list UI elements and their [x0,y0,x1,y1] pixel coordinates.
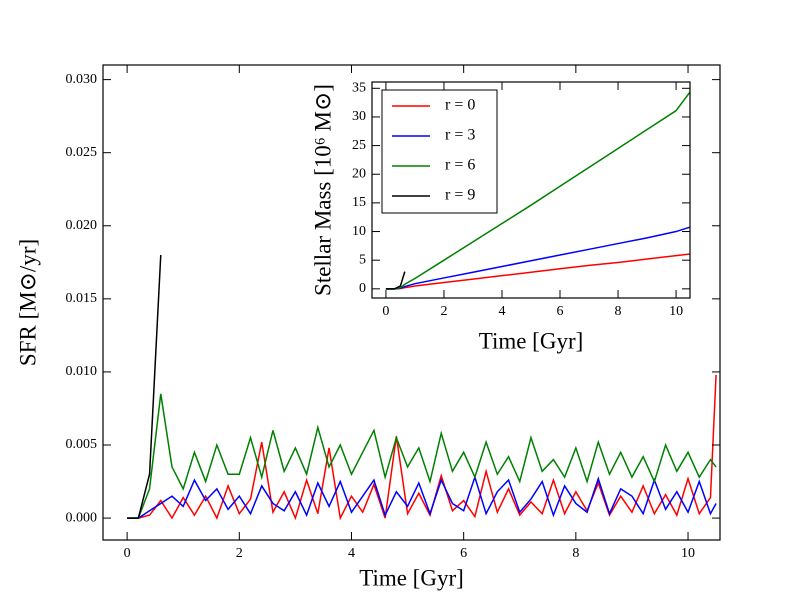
x-axis-label: Time [Gyr] [479,328,584,353]
y-tick-label: 5 [359,252,366,267]
legend-label: r = 9 [445,187,475,204]
y-tick-label: 0.010 [66,364,98,379]
y-tick-label: 0.030 [66,72,98,87]
series-line [127,393,717,519]
legend-label: r = 0 [445,97,475,114]
x-tick-label: 2 [236,546,243,561]
x-tick-label: 6 [557,304,564,319]
x-axis-label: Time [Gyr] [359,565,464,590]
series-line [127,374,717,521]
x-tick-label: 8 [572,546,579,561]
y-tick-label: 20 [352,166,366,181]
y-tick-label: 25 [352,138,366,153]
legend-box [381,89,498,214]
series-line [127,254,162,519]
axes-frame [102,64,721,541]
y-axis-label: Stellar Mass [10⁶ M⊙] [310,84,335,296]
series-line [385,226,690,290]
x-tick-label: 4 [498,304,505,319]
y-tick-label: 0.025 [66,145,98,160]
y-tick-label: 0.005 [66,437,98,452]
chart: 0 2 4 6 8 10 0 5 10 15 20 25 30 35 Time [Gyr] Stellar M… [310,81,691,353]
x-tick-label: 10 [681,546,695,561]
y-axis-label: SFR [M⊙/yr] [15,239,40,366]
series-line [385,271,406,290]
axes-frame [371,81,691,299]
legend-label: r = 6 [445,157,475,174]
series-line [385,90,690,290]
y-tick-label: 10 [352,224,366,239]
y-tick-label: 30 [352,109,366,124]
x-tick-label: 10 [669,304,683,319]
y-tick-label: 15 [352,195,366,210]
x-tick-label: 6 [460,546,467,561]
y-tick-label: 0.020 [66,218,98,233]
legend-label: r = 3 [445,127,475,144]
x-tick-label: 0 [124,546,131,561]
x-tick-label: 4 [348,546,355,561]
y-tick-label: 0 [359,281,366,296]
series-line [127,474,717,519]
y-tick-label: 0.000 [66,510,98,525]
x-tick-label: 0 [382,304,389,319]
y-tick-label: 35 [352,81,366,96]
y-tick-label: 0.015 [66,291,98,306]
x-tick-label: 8 [615,304,622,319]
x-tick-label: 2 [440,304,447,319]
